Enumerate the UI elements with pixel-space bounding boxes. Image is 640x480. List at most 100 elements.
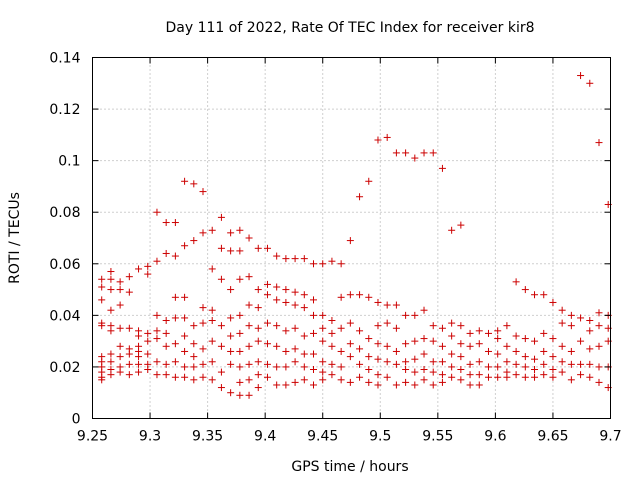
data-point [365, 353, 373, 361]
data-point [227, 286, 235, 294]
data-point [540, 347, 548, 355]
data-point [577, 371, 585, 379]
y-tick-label: 0.02 [49, 360, 80, 376]
data-point [236, 247, 244, 255]
data-point [337, 260, 345, 268]
data-point [383, 133, 391, 141]
data-point [162, 371, 170, 379]
data-point [549, 366, 557, 374]
data-point [558, 368, 566, 376]
data-point [512, 360, 520, 368]
data-point [411, 368, 419, 376]
data-point [227, 247, 235, 255]
data-point [402, 311, 410, 319]
data-point [144, 262, 152, 270]
data-point [383, 342, 391, 350]
data-point [586, 360, 594, 368]
data-point [374, 340, 382, 348]
data-point [263, 319, 271, 327]
data-point [337, 347, 345, 355]
y-tick-label: 0.14 [49, 51, 80, 67]
chart-title: Day 111 of 2022, Rate Of TEC Index for r… [165, 20, 534, 36]
grid-lines [92, 57, 611, 419]
data-point [531, 291, 539, 299]
data-point [282, 363, 290, 371]
data-point [595, 322, 603, 330]
data-point [310, 329, 318, 337]
data-point [356, 373, 364, 381]
data-point [558, 319, 566, 327]
data-point [549, 335, 557, 343]
data-point [245, 360, 253, 368]
data-point [190, 363, 198, 371]
data-point [346, 291, 354, 299]
data-point [346, 378, 354, 386]
data-point [135, 332, 143, 340]
data-point [107, 268, 115, 276]
data-point [420, 376, 428, 384]
data-point [586, 373, 594, 381]
data-point [190, 322, 198, 330]
data-point [98, 376, 106, 384]
data-point [383, 301, 391, 309]
data-point [466, 329, 474, 337]
data-point [402, 366, 410, 374]
data-point [392, 381, 400, 389]
data-point [125, 273, 133, 281]
data-point [438, 371, 446, 379]
data-point [319, 368, 327, 376]
data-point [411, 337, 419, 345]
data-point [411, 355, 419, 363]
data-point [346, 353, 354, 361]
data-point [135, 265, 143, 273]
data-point [144, 350, 152, 358]
data-point [448, 319, 456, 327]
data-point [144, 329, 152, 337]
data-point [116, 353, 124, 361]
x-tick-label: 9.45 [307, 429, 338, 445]
data-point [300, 350, 308, 358]
data-point [319, 324, 327, 332]
y-tick-label: 0 [72, 412, 81, 428]
data-point [448, 373, 456, 381]
data-point [429, 322, 437, 330]
data-point [273, 283, 281, 291]
data-point [282, 327, 290, 335]
data-point [227, 347, 235, 355]
data-point [577, 72, 585, 80]
y-tick-labels: 0 0.02 0.04 0.06 0.08 0.1 0.12 0.14 [49, 51, 80, 428]
data-point [310, 260, 318, 268]
data-point [171, 252, 179, 260]
data-point [512, 371, 520, 379]
data-point [383, 373, 391, 381]
data-point [392, 324, 400, 332]
data-point [263, 291, 271, 299]
data-point [567, 322, 575, 330]
x-tick-label: 9.65 [537, 429, 568, 445]
data-point [135, 360, 143, 368]
data-point [153, 327, 161, 335]
data-point [199, 345, 207, 353]
data-point [116, 342, 124, 350]
data-point [125, 324, 133, 332]
data-point [300, 363, 308, 371]
data-point [438, 342, 446, 350]
data-point [227, 389, 235, 397]
data-point [153, 311, 161, 319]
data-point [254, 337, 262, 345]
data-point [171, 358, 179, 366]
data-point [374, 322, 382, 330]
data-point [494, 335, 502, 343]
data-point [521, 363, 529, 371]
data-point [595, 363, 603, 371]
data-point [245, 273, 253, 281]
data-point [190, 340, 198, 348]
data-point [217, 244, 225, 252]
data-point [429, 368, 437, 376]
data-point [116, 368, 124, 376]
data-point [503, 358, 511, 366]
data-point [273, 296, 281, 304]
data-point [125, 360, 133, 368]
data-point [263, 373, 271, 381]
data-point [171, 373, 179, 381]
